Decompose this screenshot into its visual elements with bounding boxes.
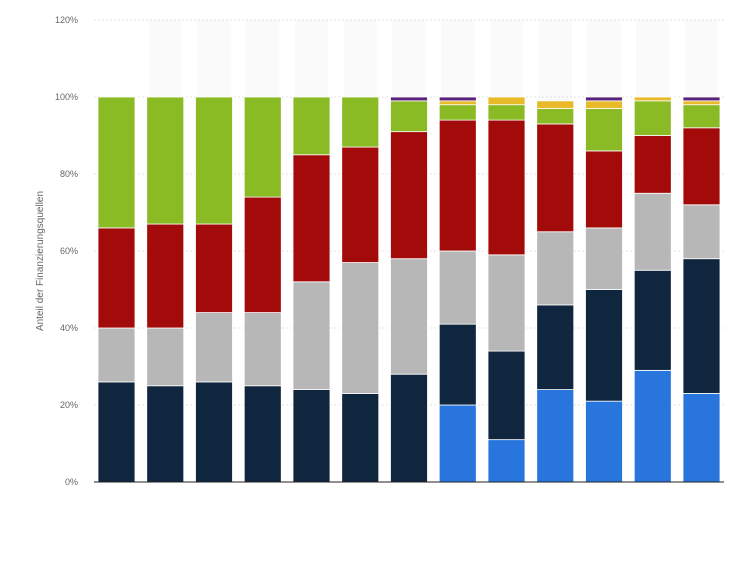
bar-segment [146,96,185,225]
bar-stack [390,96,428,483]
bar-segment [243,312,282,387]
bar-segment [341,393,380,483]
bars [97,96,721,483]
y-axis-ticks: 0% 20% 40% 60% 80% 100% 120% [55,15,78,487]
bar-segment [195,312,233,383]
y-tick-label: 60% [60,246,78,256]
bar-segment [633,135,672,194]
bar-segment [390,373,428,483]
bar-segment [536,231,575,306]
bar-segment [341,146,380,263]
bar-segment [146,327,185,387]
bar-stack [438,96,477,483]
bar-segment [585,96,623,102]
y-axis-title: Anteil der Finanzierungsquellen [35,191,46,331]
bar-segment [438,96,477,102]
bar-segment [195,223,233,314]
bar-stack [682,96,721,483]
bar-segment [341,262,380,394]
bar-segment [585,227,623,290]
y-tick-label: 20% [60,400,78,410]
bar-segment [292,96,331,156]
bar-segment [243,385,282,483]
bar-segment [682,96,721,102]
bar-segment [487,119,526,256]
bar-segment [487,96,526,106]
bar-segment [292,281,331,390]
bar-segment [585,150,623,229]
bar-segment [438,119,477,252]
bar-segment [195,381,233,483]
bar-segment [487,104,526,121]
bar-segment [146,385,185,483]
bar-segment [536,123,575,233]
bar-stack [292,96,331,483]
bar-segment [682,100,721,106]
bar-segment [292,389,331,483]
bar-segment [438,250,477,325]
bar-segment [438,323,477,406]
bar-stack [341,96,380,483]
bar-segment [438,104,477,121]
bar-stack [585,96,623,483]
bar-segment [585,108,623,152]
bar-segment [682,127,721,206]
bar-segment [97,96,136,229]
bar-segment [341,96,380,148]
bar-segment [536,389,575,483]
y-tick-label: 120% [55,15,78,25]
bar-stack [243,96,282,483]
bar-segment [292,154,331,283]
bar-segment [390,96,428,102]
bar-segment [682,258,721,394]
bar-stack [536,100,575,483]
bar-segment [146,223,185,329]
y-tick-label: 80% [60,169,78,179]
y-tick-label: 40% [60,323,78,333]
bar-segment [97,227,136,329]
bar-segment [390,100,428,133]
bar-segment [390,131,428,260]
bar-segment [438,404,477,483]
bar-segment [438,100,477,106]
bar-segment [585,289,623,402]
bar-segment [243,96,282,198]
bar-stack [97,96,136,483]
bar-segment [390,258,428,375]
bar-segment [243,196,282,314]
bar-segment [682,393,721,483]
bar-segment [97,381,136,483]
bar-segment [536,108,575,125]
bar-segment [682,204,721,260]
bar-stack [633,96,672,483]
bar-segment [97,327,136,383]
bar-segment [585,400,623,483]
bar-stack [146,96,185,483]
bar-segment [487,254,526,352]
y-tick-label: 0% [65,477,78,487]
bar-segment [633,369,672,483]
bar-segment [633,192,672,271]
bar-stack [195,96,233,483]
bar-segment [633,96,672,102]
bar-segment [682,104,721,129]
bar-segment [536,100,575,109]
y-tick-label: 100% [55,92,78,102]
bar-segment [536,304,575,390]
bar-segment [487,350,526,441]
bar-segment [633,100,672,136]
bar-stack [487,96,526,483]
bar-segment [633,269,672,371]
bar-segment [487,439,526,483]
bar-segment [585,100,623,109]
bar-segment [195,96,233,225]
